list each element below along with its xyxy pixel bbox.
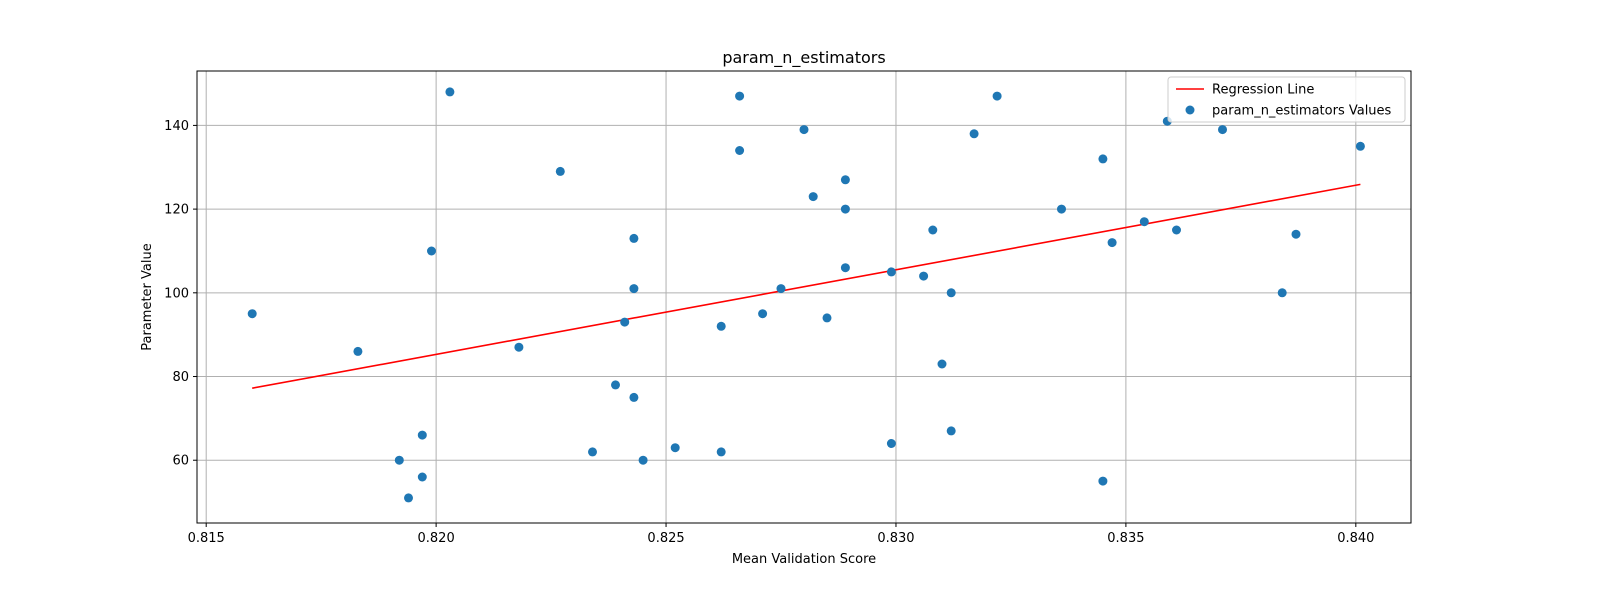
scatter-point xyxy=(417,430,427,440)
scatter-point xyxy=(445,87,455,97)
y-tick-label: 100 xyxy=(164,286,189,301)
scatter-point xyxy=(886,267,896,277)
legend-box xyxy=(1167,76,1406,123)
x-tick-label: 0.825 xyxy=(647,531,684,546)
x-tick-label: 0.840 xyxy=(1337,531,1374,546)
data-marks xyxy=(247,87,1365,503)
scatter-point xyxy=(937,359,947,369)
scatter-point xyxy=(629,392,639,402)
y-tick-label: 80 xyxy=(172,370,189,385)
scatter-point xyxy=(1218,125,1227,135)
scatter-point xyxy=(992,91,1002,101)
scatter-point xyxy=(1277,288,1287,298)
scatter-point xyxy=(840,175,850,185)
scatter-point xyxy=(946,288,956,298)
scatter-point xyxy=(417,472,427,482)
scatter-point xyxy=(638,455,648,465)
scatter-point xyxy=(969,129,979,139)
scatter-point xyxy=(799,125,809,135)
scatter-point xyxy=(840,204,850,214)
scatter-point xyxy=(629,284,639,294)
scatter-point xyxy=(735,146,745,155)
x-tick-label: 0.815 xyxy=(188,531,225,546)
y-tick-label: 60 xyxy=(172,454,189,469)
scatter-point xyxy=(247,309,257,319)
scatter-point xyxy=(670,443,680,453)
scatter-point xyxy=(1057,204,1066,214)
scatter-point xyxy=(353,346,363,356)
scatter-point xyxy=(716,321,726,331)
scatter-point xyxy=(735,91,745,101)
scatter-point xyxy=(822,313,832,323)
scatter-point xyxy=(588,447,597,457)
legend-marker-swatch xyxy=(1185,105,1195,115)
scatter-point xyxy=(1355,141,1365,151)
scatter-point xyxy=(514,342,524,352)
x-tick-label: 0.820 xyxy=(418,531,455,546)
legend-entry: param_n_estimators Values xyxy=(1212,104,1392,119)
x-axis-label: Mean Validation Score xyxy=(732,552,876,567)
scatter-point xyxy=(758,309,768,319)
axis-ticks: 0.815 0.820 0.825 0.830 0.835 0.840 60 80 100 120… xyxy=(164,119,1374,546)
scatter-point xyxy=(776,284,786,294)
y-axis-label: Parameter Value xyxy=(140,243,155,350)
scatter-point xyxy=(427,246,436,256)
scatter-point xyxy=(1139,217,1149,227)
scatter-point xyxy=(946,426,956,436)
scatter-point xyxy=(840,263,850,273)
chart-title: param_n_estimators xyxy=(722,48,885,68)
scatter-point xyxy=(555,166,565,176)
regression-line xyxy=(252,183,1361,389)
x-tick-label: 0.830 xyxy=(877,531,914,546)
scatter-point xyxy=(808,192,818,202)
x-tick-label: 0.835 xyxy=(1107,531,1144,546)
legend-entry: Regression Line xyxy=(1212,83,1314,98)
scatter-point xyxy=(1172,225,1181,235)
scatter-point xyxy=(928,225,938,235)
plot-frame xyxy=(196,70,1412,524)
scatter-point xyxy=(611,380,620,390)
scatter-point xyxy=(404,493,413,503)
scatter-point xyxy=(1098,154,1108,164)
scatter-point xyxy=(394,455,404,465)
scatter-point xyxy=(629,233,639,243)
scatter-point xyxy=(886,439,896,448)
grid-lines xyxy=(197,71,1411,523)
scatter-point xyxy=(1098,476,1108,486)
scatter-point xyxy=(620,317,630,327)
scatter-point xyxy=(1291,229,1301,239)
scatter-point xyxy=(1107,238,1117,248)
scatter-point xyxy=(716,447,726,457)
y-tick-label: 120 xyxy=(164,203,189,218)
y-tick-label: 140 xyxy=(164,119,189,134)
scatter-point xyxy=(919,271,929,281)
legend: Regression Line param_n_estimators Values xyxy=(1167,76,1406,123)
